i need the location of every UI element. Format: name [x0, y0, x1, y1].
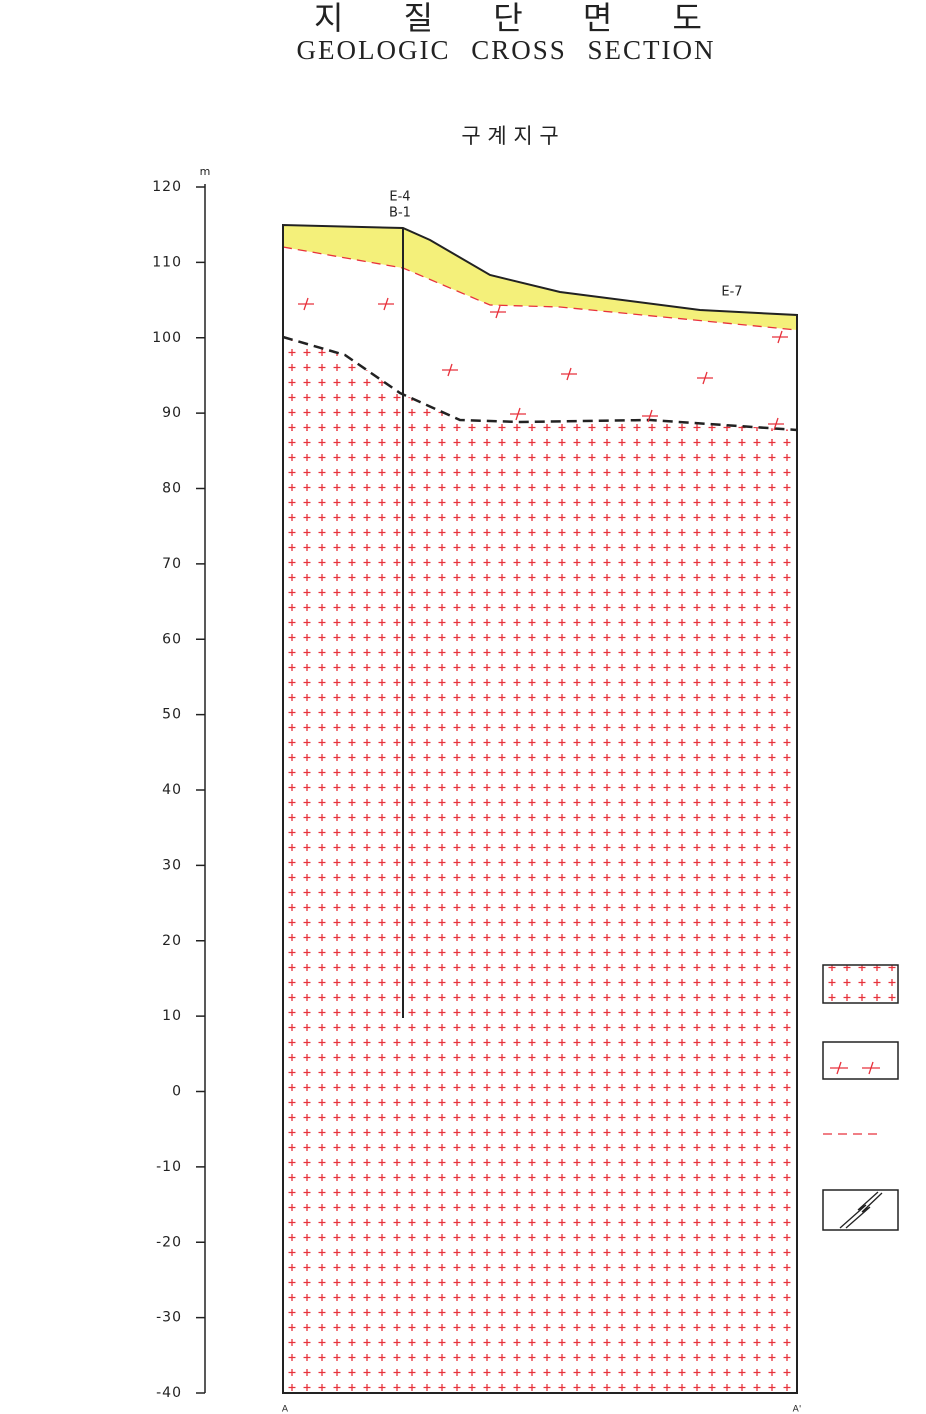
tick-label: 80 — [162, 481, 182, 497]
bedrock — [283, 430, 797, 1393]
end-label: A' — [793, 1405, 802, 1414]
tick-label: -40 — [156, 1385, 182, 1401]
unit: m — [200, 165, 211, 178]
tick-label: 30 — [162, 857, 182, 873]
legend-weathered-symbol — [830, 1062, 880, 1074]
borehole-label: E-7 — [721, 285, 742, 300]
tick-label: 0 — [172, 1084, 182, 1100]
tick-label: 110 — [152, 254, 182, 270]
tick-label: -10 — [156, 1159, 182, 1175]
tick-label: 50 — [162, 707, 182, 723]
legend-weathered — [823, 1042, 898, 1079]
page: 지 질 단 면 도 GEOLOGIC CROSS SECTION 구 계 지 구… — [0, 0, 926, 1414]
tick-label: 70 — [162, 556, 182, 572]
borehole-label: B-1 — [389, 206, 411, 221]
tick-label: 120 — [152, 179, 182, 195]
borehole-label: E-4 — [389, 190, 410, 205]
end-label: A — [282, 1405, 289, 1414]
title: 지 질 단 면 도 — [314, 0, 702, 37]
soil-layer — [283, 225, 797, 330]
section-name: 구 계 지 구 — [461, 124, 558, 148]
tick-label: -30 — [156, 1310, 182, 1326]
legend-fault-symbol — [840, 1192, 882, 1228]
tick-label: 10 — [162, 1008, 182, 1024]
tick-label: 60 — [162, 631, 182, 647]
tick-label: 100 — [152, 330, 182, 346]
tick-label: 90 — [162, 405, 182, 421]
legend-bedrock — [823, 965, 898, 1003]
subtitle: GEOLOGIC CROSS SECTION — [296, 35, 715, 65]
tick-label: 40 — [162, 782, 182, 798]
tick-label: -20 — [156, 1234, 182, 1250]
tick-label: 20 — [162, 933, 182, 949]
